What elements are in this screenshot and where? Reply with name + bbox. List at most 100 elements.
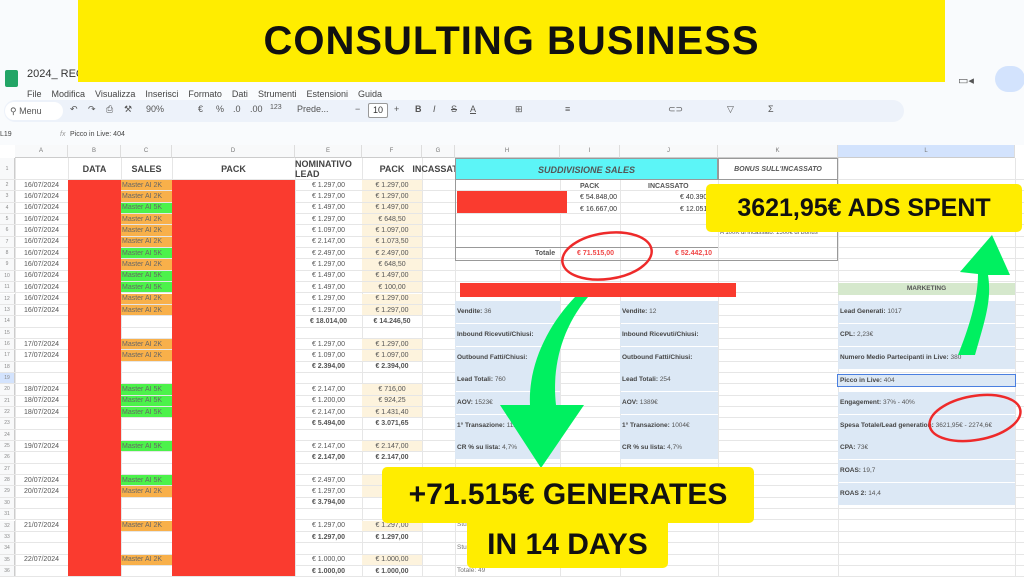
font-select[interactable]: Prede... (297, 104, 329, 114)
date-cell[interactable]: 20/07/2024 (23, 476, 60, 484)
menu-item[interactable]: File (27, 89, 42, 99)
pack-cell[interactable]: Master AI 5K (121, 475, 172, 486)
incassato-cell[interactable]: € 1.297,00 (362, 520, 422, 531)
column-header[interactable]: K (718, 145, 838, 158)
font-size-increase[interactable]: + (394, 104, 400, 114)
date-cell[interactable]: 16/07/2024 (23, 215, 60, 223)
align-icon[interactable]: ≡ (565, 104, 571, 114)
incassato-cell[interactable]: € 1.000,00 (362, 554, 422, 565)
menu-item[interactable]: Visualizza (95, 89, 136, 99)
incassato-cell[interactable]: € 1.073,50 (362, 236, 422, 248)
pack-cell[interactable]: Master AI 2K (121, 236, 172, 248)
pack-price-cell[interactable]: € 1.297,00 (311, 533, 346, 541)
date-cell[interactable]: 16/07/2024 (23, 306, 60, 314)
column-header[interactable]: L (838, 145, 1015, 158)
table-row[interactable]: 4 16/07/2024 Master AI 5K € 1.497,00 € 1.497… (0, 202, 1024, 215)
pack-cell[interactable]: Master AI 2K (121, 259, 172, 270)
stat-item[interactable]: Picco in Live: 404 (837, 374, 1016, 387)
column-header[interactable]: D (172, 145, 295, 158)
incassato-cell[interactable]: € 924,25 (362, 395, 422, 406)
incassato-cell[interactable]: € 2.394,00 (375, 363, 409, 371)
pack-price-cell[interactable]: € 1.097,00 (311, 351, 346, 359)
currency-button[interactable]: € (198, 104, 204, 114)
table-row[interactable]: 8 16/07/2024 Master AI 5K € 2.497,00 € 2.497… (0, 248, 1024, 260)
pack-price-cell[interactable]: € 1.297,00 (311, 295, 346, 303)
pack-cell[interactable]: Master AI 2K (121, 486, 172, 497)
zoom-select[interactable]: 90% (146, 104, 165, 114)
table-row[interactable]: 10 16/07/2024 Master AI 5K € 1.497,00 € 1.49… (0, 270, 1024, 283)
menu-item[interactable]: Modifica (51, 89, 86, 99)
pack-price-cell[interactable]: € 1.200,00 (311, 397, 346, 405)
pack-cell[interactable]: Master AI 5K (121, 441, 172, 452)
incassato-cell[interactable]: € 1.097,00 (362, 225, 422, 236)
incassato-cell[interactable]: € 1.297,00 (362, 338, 422, 350)
pack-price-cell[interactable]: € 1.297,00 (311, 193, 346, 201)
borders-icon[interactable]: ⊞ (515, 104, 523, 114)
date-cell[interactable]: 20/07/2024 (23, 488, 60, 496)
date-cell[interactable]: 17/07/2024 (23, 351, 60, 359)
menu-item[interactable]: Strumenti (257, 89, 297, 99)
menu-item[interactable]: Inserisci (145, 89, 179, 99)
name-box[interactable]: L19 (0, 131, 12, 138)
date-cell[interactable]: 18/07/2024 (23, 408, 60, 416)
incassato-cell[interactable]: € 1.000,00 (375, 567, 409, 575)
column-header[interactable]: A (15, 145, 68, 158)
date-cell[interactable]: 18/07/2024 (23, 397, 60, 405)
incassato-cell[interactable]: € 1.297,00 (375, 533, 409, 541)
incassato-cell[interactable]: € 1.297,00 (362, 191, 422, 202)
percent-button[interactable]: % (216, 104, 225, 114)
date-cell[interactable]: 18/07/2024 (23, 385, 60, 393)
table-row[interactable]: 6 16/07/2024 Master AI 2K € 1.097,00 € 1.097… (0, 225, 1024, 237)
date-cell[interactable]: 16/07/2024 (23, 295, 60, 303)
meet-icon[interactable]: ▭◂ (958, 75, 974, 87)
incassato-cell[interactable]: € 648,50 (362, 259, 422, 270)
sum-button[interactable]: Σ (768, 104, 774, 114)
pack-price-cell[interactable]: € 3.794,00 (311, 499, 346, 507)
column-header[interactable]: I (560, 145, 620, 158)
pack-price-cell[interactable]: € 1.497,00 (311, 272, 346, 280)
pack-price-cell[interactable]: € 5.494,00 (311, 420, 346, 428)
pack-cell[interactable]: Master AI 5K (121, 395, 172, 406)
pack-price-cell[interactable]: € 1.297,00 (311, 181, 346, 189)
pack-cell[interactable]: Master AI 5K (121, 282, 172, 293)
date-cell[interactable]: 17/07/2024 (23, 340, 60, 348)
pack-cell[interactable]: Master AI 2K (121, 520, 172, 531)
incassato-cell[interactable]: € 1.297,00 (362, 180, 422, 191)
pack-price-cell[interactable]: € 2.497,00 (311, 249, 346, 257)
date-cell[interactable]: 16/07/2024 (23, 204, 60, 212)
pack-price-cell[interactable]: € 1.297,00 (311, 215, 346, 223)
strikethrough-button[interactable]: S (451, 104, 458, 114)
incassato-cell[interactable]: € 2.147,00 (362, 441, 422, 452)
date-cell[interactable]: 21/07/2024 (23, 522, 60, 530)
table-row[interactable]: 2 16/07/2024 Master AI 2K € 1.297,00 € 1.297… (0, 180, 1024, 192)
pack-cell[interactable]: Master AI 2K (121, 293, 172, 304)
incassato-cell[interactable]: € 1.297,00 (362, 293, 422, 304)
column-header[interactable]: G (422, 145, 455, 158)
pack-cell[interactable]: Master AI 5K (121, 407, 172, 418)
pack-price-cell[interactable]: € 1.297,00 (311, 488, 346, 496)
date-cell[interactable]: 16/07/2024 (23, 181, 60, 189)
pack-cell[interactable]: Master AI 2K (121, 338, 172, 350)
incassato-cell[interactable]: € 100,00 (362, 282, 422, 293)
pack-price-cell[interactable]: € 2.497,00 (311, 476, 346, 484)
formula-input[interactable]: Picco in Live: 404 (70, 131, 125, 138)
column-header[interactable]: H (455, 145, 560, 158)
menu-search[interactable]: ⚲ Menu (5, 102, 63, 120)
menu-item[interactable]: Guida (357, 89, 383, 99)
paint-format-icon[interactable]: ⚒ (124, 104, 133, 114)
incassato-cell[interactable]: € 1.497,00 (362, 202, 422, 214)
pack-cell[interactable]: Master AI 2K (121, 554, 172, 565)
incassato-cell[interactable]: € 3.071,65 (375, 420, 409, 428)
incassato-cell[interactable]: € 1.297,00 (362, 304, 422, 316)
column-header[interactable]: C (121, 145, 172, 158)
menu-item[interactable]: Formato (188, 89, 222, 99)
pack-price-cell[interactable]: € 1.097,00 (311, 227, 346, 235)
undo-icon[interactable]: ↶ (70, 104, 78, 114)
incassato-cell[interactable]: € 1.097,00 (362, 350, 422, 361)
pack-price-cell[interactable]: € 1.297,00 (311, 340, 346, 348)
date-cell[interactable]: 16/07/2024 (23, 227, 60, 235)
pack-price-cell[interactable]: € 1.297,00 (311, 522, 346, 530)
pack-cell[interactable]: Master AI 2K (121, 350, 172, 361)
pack-price-cell[interactable]: € 18.014,00 (310, 317, 347, 325)
italic-button[interactable]: I (433, 104, 436, 114)
